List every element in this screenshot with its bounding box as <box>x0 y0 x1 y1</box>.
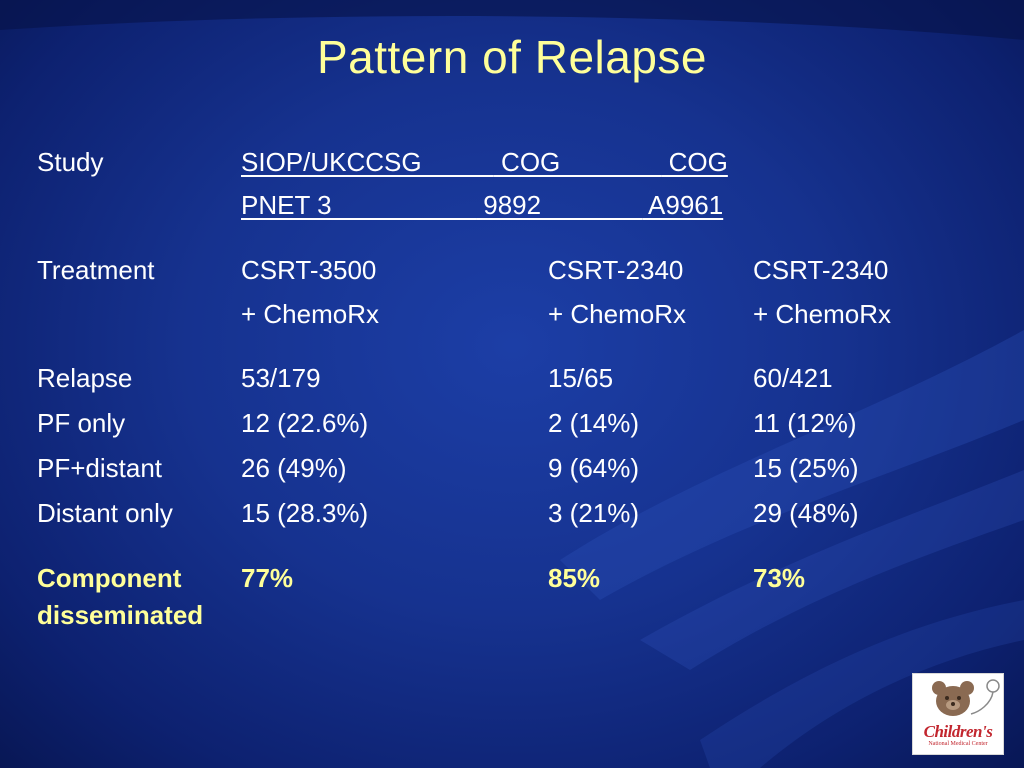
slide-title: Pattern of Relapse <box>316 31 707 83</box>
treatment-label: Treatment <box>37 255 155 285</box>
component-label: Component <box>37 563 182 593</box>
component-label-2: disseminated <box>37 600 204 630</box>
row-value: 3 (21%) <box>548 498 640 528</box>
row-value: 15 (25%) <box>753 453 859 483</box>
treatment-col3: CSRT-2340 <box>753 255 889 285</box>
treatment-chemo-col1: + ChemoRx <box>241 299 379 329</box>
row-label: PF only <box>37 408 126 438</box>
row-value: 11 (12%) <box>753 408 857 438</box>
treatment-col2: CSRT-2340 <box>548 255 684 285</box>
row-value: 15/65 <box>548 363 614 393</box>
row-value: 53/179 <box>241 363 321 393</box>
treatment-chemo-col2: + ChemoRx <box>548 299 686 329</box>
logo-name: Children's <box>923 722 993 741</box>
component-value: 77% <box>241 563 294 593</box>
row-value: 15 (28.3%) <box>241 498 369 528</box>
study-label: Study <box>37 147 104 177</box>
treatment-chemo-col3: + ChemoRx <box>753 299 891 329</box>
component-value: 85% <box>548 563 601 593</box>
study-header-2: PNET 3 9892 A9961 <box>241 190 724 220</box>
row-label: PF+distant <box>37 453 163 483</box>
treatment-col1: CSRT-3500 <box>241 255 377 285</box>
bear-icon <box>932 679 1000 716</box>
row-value: 2 (14%) <box>548 408 640 438</box>
row-value: 9 (64%) <box>548 453 640 483</box>
row-label: Relapse <box>37 363 133 393</box>
childrens-logo: Children's National Medical Center <box>912 673 1004 755</box>
logo-subtitle: National Medical Center <box>928 741 988 747</box>
row-label: Distant only <box>37 498 173 528</box>
component-value: 73% <box>753 563 806 593</box>
row-value: 26 (49%) <box>241 453 347 483</box>
study-header-1: SIOP/UKCCSG COG COG <box>241 147 728 177</box>
row-value: 60/421 <box>753 363 833 393</box>
row-value: 12 (22.6%) <box>241 408 369 438</box>
row-value: 29 (48%) <box>753 498 859 528</box>
